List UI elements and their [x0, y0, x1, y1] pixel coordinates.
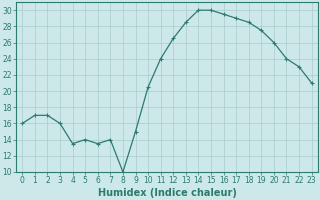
X-axis label: Humidex (Indice chaleur): Humidex (Indice chaleur) [98, 188, 236, 198]
